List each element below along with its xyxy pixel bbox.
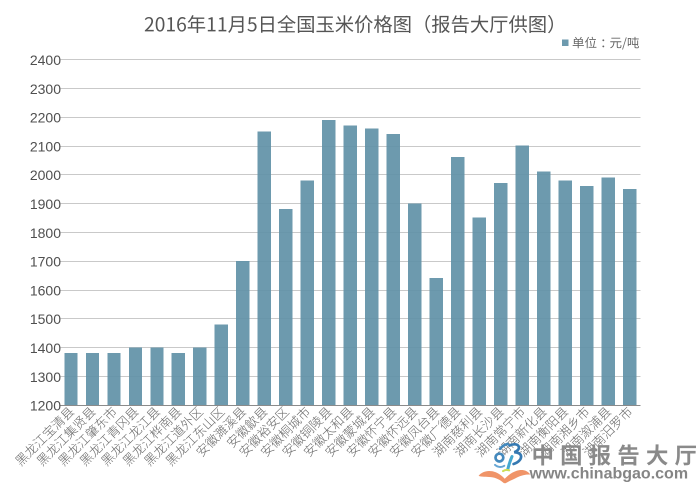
svg-text:www.chinabgao.com: www.chinabgao.com — [529, 466, 689, 483]
svg-text:1700: 1700 — [30, 254, 61, 270]
svg-text:2300: 2300 — [30, 81, 61, 97]
svg-text:2100: 2100 — [30, 138, 61, 154]
svg-text:2400: 2400 — [30, 52, 61, 68]
svg-text:2200: 2200 — [30, 110, 61, 126]
svg-text:1900: 1900 — [30, 196, 61, 212]
svg-text:1400: 1400 — [30, 340, 61, 356]
svg-text:1500: 1500 — [30, 311, 61, 327]
svg-text:1800: 1800 — [30, 225, 61, 241]
svg-text:1200: 1200 — [30, 398, 61, 414]
svg-text:2000: 2000 — [30, 167, 61, 183]
svg-text:1600: 1600 — [30, 282, 61, 298]
svg-text:1300: 1300 — [30, 369, 61, 385]
